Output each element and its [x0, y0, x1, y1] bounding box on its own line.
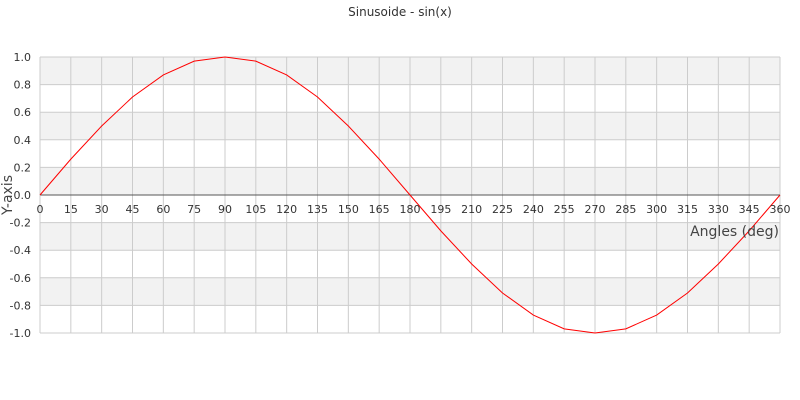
- y-tick-label: -1.0: [10, 327, 31, 340]
- x-tick-label: 270: [585, 203, 606, 216]
- x-tick-label: 30: [95, 203, 109, 216]
- series-layer: [39, 56, 781, 334]
- x-tick-label: 330: [708, 203, 729, 216]
- y-tick-label: 1.0: [14, 51, 32, 64]
- x-axis-title: Angles (deg): [690, 224, 779, 240]
- y-tick-label: 0.8: [14, 79, 32, 92]
- x-tick-label: 300: [646, 203, 667, 216]
- x-tick-label: 285: [615, 203, 636, 216]
- x-tick-label: 60: [156, 203, 170, 216]
- chart-title: Sinusoide - sin(x): [348, 5, 452, 19]
- y-tick-label: 0.2: [14, 161, 32, 174]
- x-tick-label: 45: [126, 203, 140, 216]
- y-tick-label: -0.8: [10, 299, 31, 312]
- x-tick-label: 105: [245, 203, 266, 216]
- x-tick-label: 315: [677, 203, 698, 216]
- x-tick-label: 195: [430, 203, 451, 216]
- y-tick-label: -0.2: [10, 217, 31, 230]
- x-tick-label: 75: [187, 203, 201, 216]
- y-tick-label: 0.4: [14, 134, 32, 147]
- tick-labels: -1.0 -0.8 -0.6 -0.4 -0.2 0.0 0.2 0.4 0.6 0.8 1.0 0 1…: [10, 51, 791, 340]
- x-tick-label: 225: [492, 203, 513, 216]
- x-tick-label: 255: [554, 203, 575, 216]
- x-tick-label: 0: [37, 203, 44, 216]
- x-tick-label: 120: [276, 203, 297, 216]
- x-tick-label: 360: [770, 203, 791, 216]
- x-tick-label: 345: [739, 203, 760, 216]
- y-tick-label: -0.4: [10, 244, 31, 257]
- y-tick-label: 0.0: [14, 189, 32, 202]
- x-tick-label: 150: [338, 203, 359, 216]
- x-tick-label: 240: [523, 203, 544, 216]
- y-tick-label: -0.6: [10, 272, 31, 285]
- series-line: [39, 56, 781, 334]
- y-tick-label: 0.6: [14, 106, 32, 119]
- y-axis-title: Y-axis: [0, 175, 16, 216]
- x-tick-label: 135: [307, 203, 328, 216]
- x-tick-label: 165: [369, 203, 390, 216]
- x-tick-label: 90: [218, 203, 232, 216]
- x-tick-label: 180: [400, 203, 421, 216]
- x-tick-label: 210: [461, 203, 482, 216]
- x-tick-label: 15: [64, 203, 78, 216]
